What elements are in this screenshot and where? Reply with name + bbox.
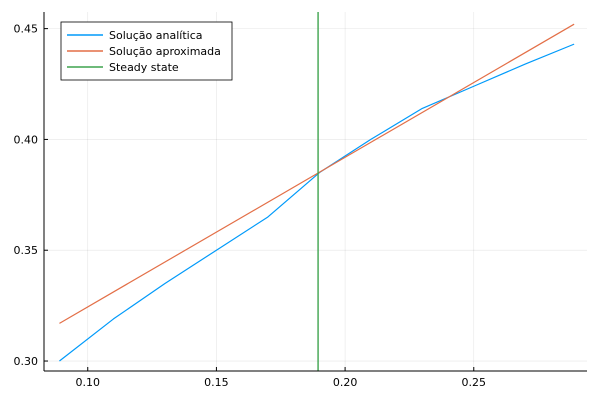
legend-entry: Solução aproximada — [109, 45, 221, 58]
x-tick-label: 0.10 — [75, 376, 100, 389]
x-tick-label: 0.25 — [462, 376, 487, 389]
y-tick-label: 0.40 — [14, 133, 39, 146]
series-line-0 — [59, 43, 575, 362]
series-line-1 — [59, 23, 575, 324]
y-tick-label: 0.35 — [14, 244, 39, 257]
x-tick-label: 0.15 — [204, 376, 229, 389]
x-tick-label: 0.20 — [333, 376, 358, 389]
y-tick-label: 0.30 — [14, 355, 39, 368]
legend-entry: Steady state — [109, 61, 179, 74]
legend-entry: Solução analítica — [109, 29, 202, 42]
axes — [43, 12, 587, 372]
legend: Solução analítica Solução aproximada Stead… — [60, 21, 233, 81]
series-layer — [59, 12, 575, 371]
y-tick-label: 0.45 — [14, 23, 39, 36]
tick-labels: 0.10 0.15 0.20 0.25 0.30 0.35 0.40 0.45 — [14, 23, 487, 389]
